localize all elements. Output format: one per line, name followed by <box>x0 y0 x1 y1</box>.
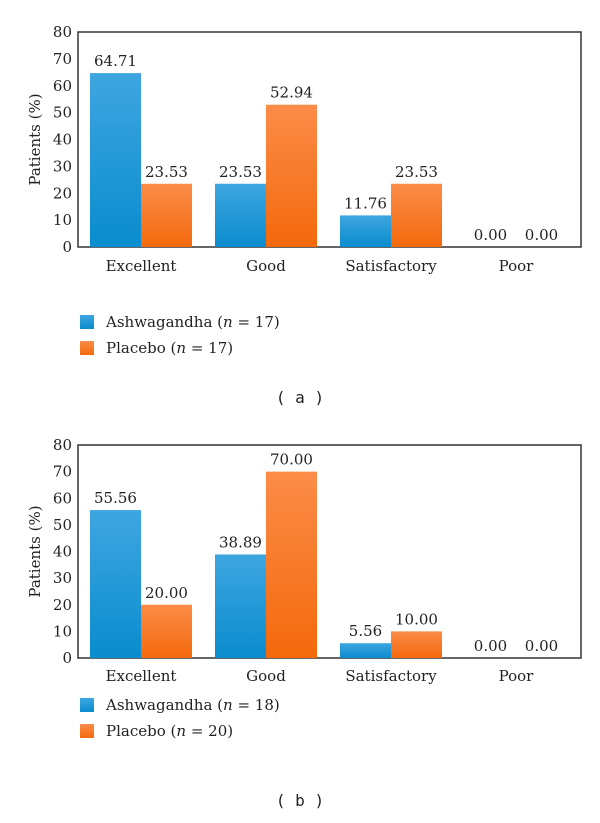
data-label: 0.00 <box>525 637 558 655</box>
data-label: 10.00 <box>395 610 438 628</box>
bar-ashwagandha-good <box>215 554 266 658</box>
y-tick-label: 50 <box>53 104 72 122</box>
bar-placebo-satisfactory <box>391 631 442 658</box>
legend-label-placebo: Placebo (n = 17) <box>106 339 233 357</box>
y-tick-label: 40 <box>53 543 72 561</box>
y-tick-label: 80 <box>53 436 72 454</box>
bar-ashwagandha-satisfactory <box>340 215 391 247</box>
plot-frame <box>77 444 582 659</box>
legend-label-ashwagandha: Ashwagandha (n = 17) <box>105 313 280 331</box>
bar-placebo-excellent <box>141 604 192 658</box>
panel-caption: ( b ) <box>276 791 324 810</box>
y-tick-label: 0 <box>62 649 72 667</box>
data-label: 0.00 <box>525 226 558 244</box>
legend-swatch-ashwagandha <box>80 698 94 712</box>
y-tick-label: 10 <box>53 211 72 229</box>
legend-label-ashwagandha: Ashwagandha (n = 18) <box>105 696 280 714</box>
y-tick-label: 70 <box>53 50 72 68</box>
y-tick-label: 30 <box>53 157 72 175</box>
y-tick-label: 50 <box>53 516 72 534</box>
data-label: 0.00 <box>474 226 507 244</box>
data-label: 70.00 <box>270 451 313 469</box>
y-axis-label: Patients (%) <box>26 505 44 597</box>
bar-placebo-satisfactory <box>391 183 442 247</box>
data-label: 55.56 <box>94 489 137 507</box>
x-tick-label: Excellent <box>106 667 177 685</box>
y-tick-label: 0 <box>62 238 72 256</box>
y-tick-label: 20 <box>53 184 72 202</box>
data-label: 52.94 <box>270 84 313 102</box>
x-tick-label: Poor <box>499 667 535 685</box>
y-tick-label: 20 <box>53 596 72 614</box>
bar-ashwagandha-satisfactory <box>340 643 391 658</box>
data-label: 5.56 <box>349 622 382 640</box>
x-tick-label: Good <box>246 257 286 275</box>
data-label: 64.71 <box>94 52 137 70</box>
y-axis-label: Patients (%) <box>26 93 44 185</box>
y-tick-label: 70 <box>53 463 72 481</box>
data-label: 20.00 <box>145 584 188 602</box>
legend-swatch-ashwagandha <box>80 315 94 329</box>
data-label: 23.53 <box>219 163 262 181</box>
bar-ashwagandha-excellent <box>90 510 141 658</box>
panel-caption: ( a ) <box>276 388 324 407</box>
data-label: 23.53 <box>395 163 438 181</box>
x-tick-label: Good <box>246 667 286 685</box>
data-label: 23.53 <box>145 163 188 181</box>
bar-placebo-excellent <box>141 183 192 247</box>
y-tick-label: 80 <box>53 23 72 41</box>
data-label: 38.89 <box>219 533 262 551</box>
bar-placebo-good <box>266 471 317 658</box>
legend-swatch-placebo <box>80 341 94 355</box>
legend-swatch-placebo <box>80 724 94 738</box>
data-label: 0.00 <box>474 637 507 655</box>
y-tick-label: 30 <box>53 569 72 587</box>
x-tick-label: Excellent <box>106 257 177 275</box>
data-label: 11.76 <box>344 194 387 212</box>
y-tick-label: 10 <box>53 622 72 640</box>
x-tick-label: Satisfactory <box>345 667 437 685</box>
bar-placebo-good <box>266 104 317 247</box>
y-tick-label: 60 <box>53 489 72 507</box>
y-tick-label: 60 <box>53 77 72 95</box>
y-tick-label: 40 <box>53 131 72 149</box>
x-tick-label: Satisfactory <box>345 257 437 275</box>
bar-ashwagandha-excellent <box>90 73 141 247</box>
plot-frame <box>77 31 582 248</box>
chart-a: 0 10 20 30 40 50 60 70 80 Patients (%) 64.71 23.53 E… <box>26 23 582 407</box>
x-tick-label: Poor <box>499 257 535 275</box>
bar-ashwagandha-good <box>215 183 266 247</box>
legend-label-placebo: Placebo (n = 20) <box>106 722 233 740</box>
chart-b: 0 10 20 30 40 50 60 70 80 Patients (%) 55.56 20.00 E… <box>26 436 582 810</box>
